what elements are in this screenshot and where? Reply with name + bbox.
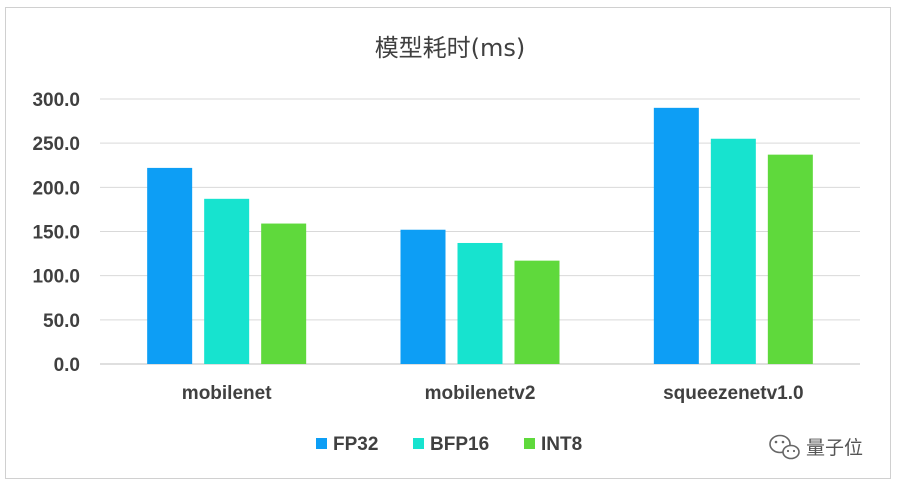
y-tick-label: 250.0 [32, 134, 80, 155]
watermark: 量子位 [769, 434, 863, 460]
bar-int8-mobilenetv2 [514, 260, 560, 364]
y-tick-label: 50.0 [43, 311, 80, 332]
bar-fp32-mobilenetv2 [400, 229, 446, 364]
legend-swatch [413, 438, 424, 449]
legend-swatch [316, 438, 327, 449]
bar-int8-mobilenet [261, 223, 307, 364]
y-tick-label: 150.0 [32, 223, 80, 244]
legend-label: FP32 [333, 434, 378, 455]
bar-bfp16-mobilenetv2 [457, 242, 503, 364]
x-category-label: mobilenetv2 [425, 383, 536, 404]
bar-int8-squeezenetv1.0 [767, 154, 813, 364]
chart-title: 模型耗时(ms) [375, 34, 526, 62]
x-axis-categories: mobilenet mobilenetv2 squeezenetv1.0 [182, 383, 804, 404]
legend: FP32 BFP16 INT8 [316, 434, 582, 455]
bar-fp32-squeezenetv1.0 [653, 107, 699, 364]
legend-swatch [524, 438, 535, 449]
bar-bfp16-mobilenet [204, 198, 250, 364]
wechat-icon [769, 434, 800, 460]
y-tick-label: 200.0 [32, 178, 80, 199]
x-category-label: mobilenet [182, 383, 272, 404]
bar-bfp16-squeezenetv1.0 [710, 138, 756, 364]
legend-label: INT8 [541, 434, 582, 455]
watermark-text: 量子位 [806, 437, 863, 459]
y-tick-label: 0.0 [54, 355, 80, 376]
y-tick-label: 300.0 [32, 90, 80, 111]
y-tick-label: 100.0 [32, 267, 80, 288]
x-category-label: squeezenetv1.0 [663, 383, 803, 404]
bars [147, 107, 813, 364]
legend-label: BFP16 [430, 434, 489, 455]
bar-fp32-mobilenet [147, 167, 193, 364]
y-axis-ticks: 0.0 50.0 100.0 150.0 200.0 250.0 300.0 [32, 90, 80, 376]
